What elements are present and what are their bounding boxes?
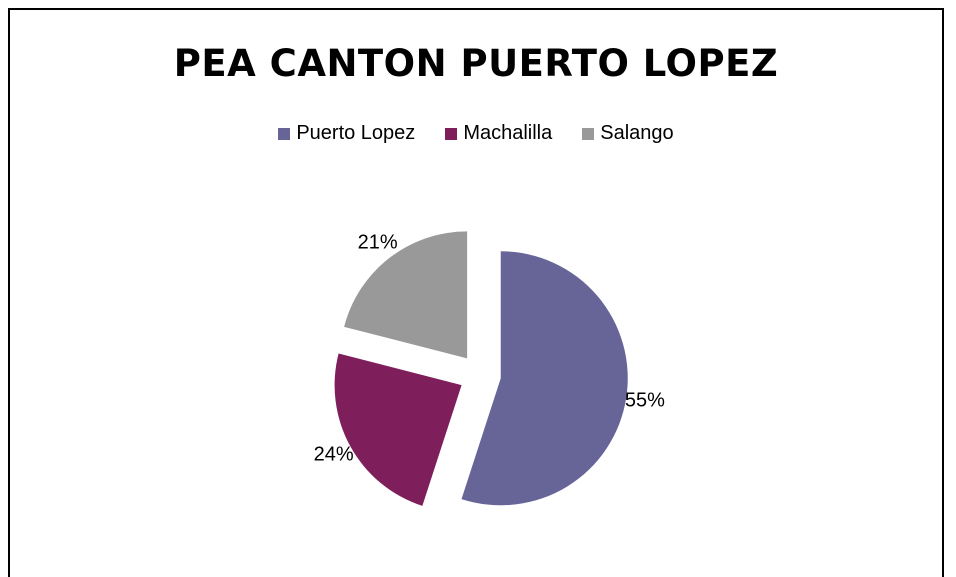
- pie-slice-salango: [344, 231, 468, 359]
- legend-label-machalilla: Machalilla: [463, 122, 553, 144]
- data-label-puerto-lopez: 55%: [625, 389, 665, 411]
- legend-item-machalilla: Machalilla: [445, 122, 552, 145]
- legend-swatch-puerto-lopez: [278, 127, 291, 140]
- legend-swatch-machalilla: [445, 127, 458, 140]
- legend-swatch-salango: [582, 127, 595, 140]
- legend-label-salango: Salango: [600, 122, 674, 144]
- legend: Puerto Lopez Machalilla Salango: [10, 122, 942, 145]
- chart-title: PEA CANTON PUERTO LOPEZ: [173, 42, 779, 85]
- pie-slice-machalilla: [334, 353, 462, 506]
- data-label-machalilla: 24%: [314, 444, 354, 466]
- legend-label-puerto-lopez: Puerto Lopez: [296, 122, 416, 144]
- legend-item-puerto-lopez: Puerto Lopez: [278, 122, 415, 145]
- pie-slice-puerto-lopez: [461, 251, 628, 506]
- legend-item-salango: Salango: [582, 122, 674, 145]
- data-label-salango: 21%: [358, 231, 398, 253]
